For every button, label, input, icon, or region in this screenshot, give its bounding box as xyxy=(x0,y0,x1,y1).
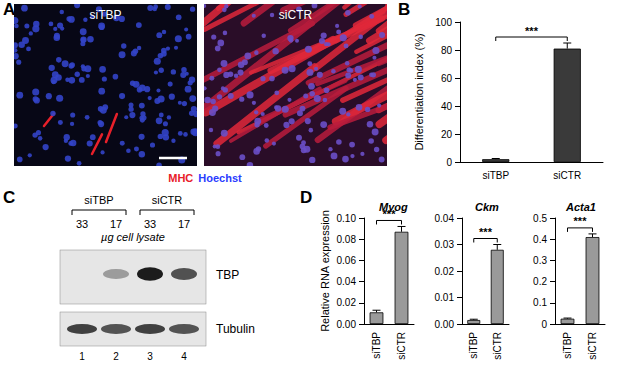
svg-text:80: 80 xyxy=(441,45,453,56)
html-text:B: B xyxy=(398,0,411,19)
svg-text:2: 2 xyxy=(113,351,119,362)
html-text:A: A xyxy=(3,0,16,19)
svg-text:Relative RNA expression: Relative RNA expression xyxy=(319,210,331,332)
svg-text:0.03: 0.03 xyxy=(435,239,455,250)
svg-text:0.04: 0.04 xyxy=(435,213,455,224)
svg-text:0.08: 0.08 xyxy=(337,234,357,245)
html-text:C: C xyxy=(3,188,16,207)
svg-text:100: 100 xyxy=(435,17,452,28)
svg-text:0: 0 xyxy=(541,319,547,330)
svg-text:siCTR: siCTR xyxy=(396,332,407,360)
svg-text:siTBP: siTBP xyxy=(84,194,113,206)
svg-text:***: *** xyxy=(525,25,539,37)
svg-text:siTBP: siTBP xyxy=(562,332,573,359)
svg-text:60: 60 xyxy=(441,73,453,84)
html-text:D: D xyxy=(300,188,313,207)
svg-text:33: 33 xyxy=(76,218,88,230)
svg-text:0.04: 0.04 xyxy=(337,276,357,287)
svg-text:TBP: TBP xyxy=(216,268,239,282)
svg-text:Acta1: Acta1 xyxy=(565,201,596,213)
svg-text:siCTR: siCTR xyxy=(587,332,598,360)
svg-text:siTBP: siTBP xyxy=(468,332,479,359)
svg-text:0.01: 0.01 xyxy=(435,292,455,303)
svg-text:MHCHoechst: MHCHoechst xyxy=(168,172,242,184)
svg-text:Tubulin: Tubulin xyxy=(216,322,255,336)
svg-text:33: 33 xyxy=(144,218,156,230)
svg-text:µg cell lysate: µg cell lysate xyxy=(101,231,165,243)
svg-text:siCTR: siCTR xyxy=(492,332,503,360)
svg-text:siTBP: siTBP xyxy=(89,8,121,22)
svg-text:siCTR: siCTR xyxy=(279,8,313,22)
svg-text:1: 1 xyxy=(79,351,85,362)
svg-text:***: *** xyxy=(479,226,493,238)
svg-text:0.10: 0.10 xyxy=(337,213,357,224)
svg-text:Myog: Myog xyxy=(379,201,408,213)
svg-text:20: 20 xyxy=(441,129,453,140)
svg-text:0.5: 0.5 xyxy=(533,213,547,224)
svg-text:0.1: 0.1 xyxy=(533,297,547,308)
svg-text:0.4: 0.4 xyxy=(533,234,547,245)
svg-text:Differentiation index (%): Differentiation index (%) xyxy=(413,33,425,150)
svg-text:siCTR: siCTR xyxy=(152,194,183,206)
svg-text:0.2: 0.2 xyxy=(533,276,547,287)
svg-text:4: 4 xyxy=(181,351,187,362)
svg-text:17: 17 xyxy=(110,218,122,230)
svg-text:40: 40 xyxy=(441,101,453,112)
svg-text:siCTR: siCTR xyxy=(553,170,581,181)
svg-text:Ckm: Ckm xyxy=(475,201,499,213)
svg-text:siTBP: siTBP xyxy=(482,170,509,181)
svg-text:siTBP: siTBP xyxy=(371,332,382,359)
svg-text:3: 3 xyxy=(147,351,153,362)
svg-text:0.06: 0.06 xyxy=(337,255,357,266)
svg-text:***: *** xyxy=(574,215,588,227)
svg-text:0.3: 0.3 xyxy=(533,255,547,266)
svg-text:0.02: 0.02 xyxy=(435,266,455,277)
svg-text:0.02: 0.02 xyxy=(337,297,357,308)
svg-text:0.00: 0.00 xyxy=(337,319,357,330)
svg-text:0.00: 0.00 xyxy=(435,319,455,330)
svg-text:17: 17 xyxy=(178,218,190,230)
svg-text:0: 0 xyxy=(446,157,452,168)
